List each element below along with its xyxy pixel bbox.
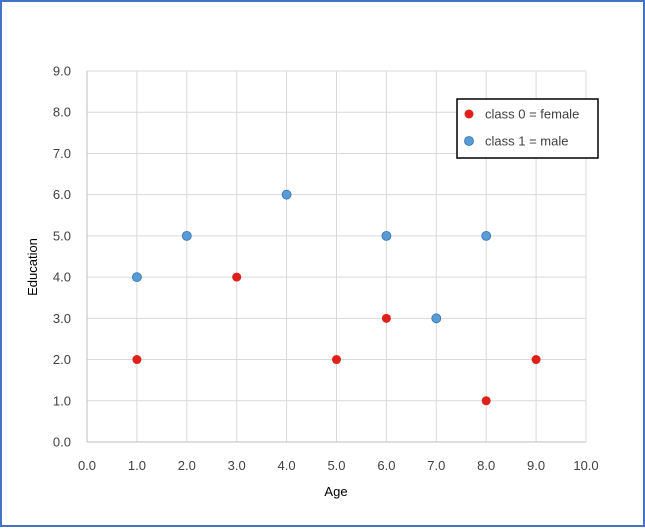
y-tick-label: 7.0 <box>53 146 71 161</box>
axes <box>86 71 586 443</box>
data-point-female <box>481 396 491 406</box>
data-point-male <box>131 272 142 283</box>
data-point-female <box>332 355 341 365</box>
x-tick-label: 5.0 <box>327 458 345 473</box>
data-points <box>131 189 541 406</box>
y-tick-label: 9.0 <box>53 64 71 79</box>
x-tick-label: 2.0 <box>178 458 196 473</box>
legend-marker-male <box>464 136 474 146</box>
y-tick-label: 3.0 <box>53 311 71 326</box>
y-tick-label: 5.0 <box>53 228 71 243</box>
data-point-male <box>381 230 392 241</box>
y-tick-label: 4.0 <box>53 270 71 285</box>
y-tick-label: 8.0 <box>53 105 71 120</box>
y-tick-label: 2.0 <box>53 352 71 367</box>
data-point-male <box>181 230 192 241</box>
x-tick-label: 1.0 <box>128 458 146 473</box>
legend-label-male: class 1 = male <box>485 134 568 149</box>
x-tick-label: 0.0 <box>78 458 96 473</box>
tick-labels: 0.0 1.0 2.0 3.0 4.0 5.0 6.0 7.0 8.0 9.0 0.0 1.0 2.0 3… <box>53 64 599 474</box>
x-tick-label: 8.0 <box>477 458 495 473</box>
legend-box <box>456 98 599 159</box>
series-male <box>131 189 492 324</box>
x-axis-title: Age <box>324 484 347 499</box>
y-tick-label: 6.0 <box>53 187 71 202</box>
x-tick-label: 10.0 <box>573 458 598 473</box>
y-tick-label: 1.0 <box>53 393 71 408</box>
data-point-female <box>232 272 242 282</box>
data-point-female <box>531 355 541 365</box>
y-axis-title: Education <box>25 238 40 296</box>
x-tick-label: 7.0 <box>427 458 445 473</box>
data-point-female <box>132 355 142 365</box>
data-point-male <box>281 189 292 200</box>
data-point-female <box>381 313 391 323</box>
data-point-male <box>431 313 442 324</box>
x-tick-label: 6.0 <box>377 458 395 473</box>
legend-label-female: class 0 = female <box>485 107 579 122</box>
data-point-male <box>481 230 492 241</box>
series-female <box>132 272 541 406</box>
x-tick-label: 3.0 <box>228 458 246 473</box>
legend-marker-female <box>464 109 474 119</box>
x-tick-label: 4.0 <box>278 458 296 473</box>
y-tick-label: 0.0 <box>53 435 71 450</box>
x-tick-label: 9.0 <box>527 458 545 473</box>
legend: class 0 = female class 1 = male <box>456 98 599 159</box>
